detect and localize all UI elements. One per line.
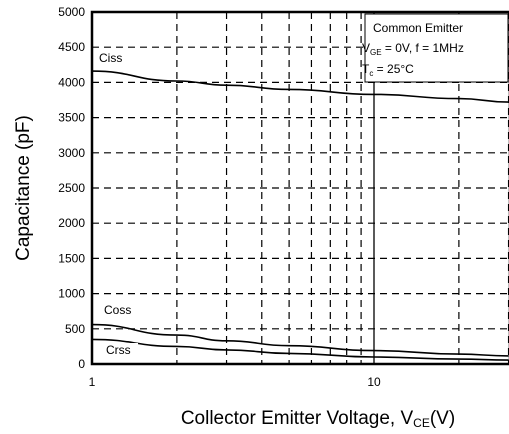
series-crss-line xyxy=(91,338,509,361)
x-tick-10: 10 xyxy=(367,375,381,389)
y-tick-0: 0 xyxy=(78,357,85,371)
x-tick-labels: 1 10 xyxy=(89,375,381,389)
x-tick-1: 1 xyxy=(89,375,96,389)
y-tick-1000: 1000 xyxy=(58,287,85,301)
x-axis-label: Collector Emitter Voltage, VCE(V) xyxy=(181,408,455,430)
series-label-bg-crss xyxy=(104,343,138,357)
annotation-box: Common Emitter VGE = 0V, f = 1MHz Tc = 2… xyxy=(362,13,509,83)
y-tick-2500: 2500 xyxy=(58,181,85,195)
annotation-line-1: Common Emitter xyxy=(373,21,463,35)
annotation-line-2: VGE = 0V, f = 1MHz xyxy=(362,41,464,57)
y-tick-4000: 4000 xyxy=(58,75,85,89)
y-tick-2000: 2000 xyxy=(58,216,85,230)
series-label-bg-ciss xyxy=(97,51,131,65)
y-tick-500: 500 xyxy=(65,322,85,336)
plot-frame xyxy=(90,10,509,366)
series-ciss-line xyxy=(91,70,509,103)
series-label-coss: Coss xyxy=(104,303,131,317)
y-tick-1500: 1500 xyxy=(58,251,85,265)
y-tick-3500: 3500 xyxy=(58,111,85,125)
series-coss-line xyxy=(91,323,509,357)
y-tick-labels: 0 500 1000 1500 2000 2500 3000 3500 4000 4500 5000 xyxy=(58,5,85,371)
y-tick-5000: 5000 xyxy=(58,5,85,19)
series-label-bg-coss xyxy=(102,303,136,317)
y-tick-4500: 4500 xyxy=(58,40,85,54)
series-curves xyxy=(91,70,509,361)
series-labels: Ciss Coss Crss xyxy=(97,51,138,357)
series-label-crss: Crss xyxy=(106,343,131,357)
y-tick-3000: 3000 xyxy=(58,146,85,160)
series-label-ciss: Ciss xyxy=(99,51,122,65)
annotation-line-3: Tc = 25°C xyxy=(362,62,414,78)
y-axis-label: Capacitance (pF) xyxy=(13,115,34,261)
